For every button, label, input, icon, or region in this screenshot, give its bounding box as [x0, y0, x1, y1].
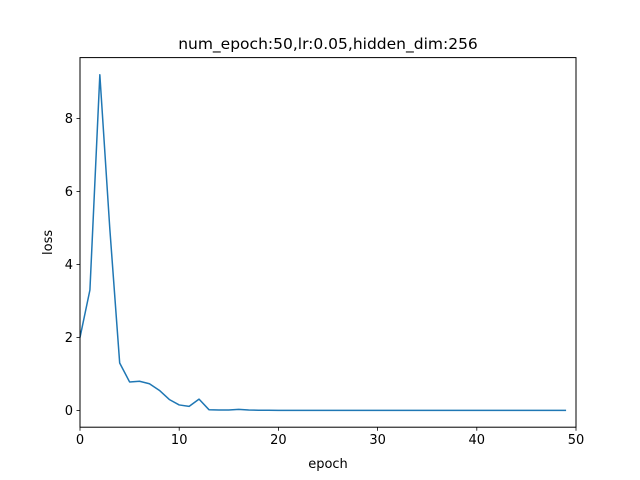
- x-axis-ticks: 0 10 20 30 40 50: [76, 427, 584, 448]
- x-tick-label: 40: [469, 433, 486, 448]
- x-tick-label: 0: [76, 433, 84, 448]
- y-axis-ticks: 0 2 4 6 8: [65, 112, 80, 419]
- x-tick-label: 30: [369, 433, 386, 448]
- x-tick-label: 10: [171, 433, 188, 448]
- x-axis-label: epoch: [308, 457, 348, 472]
- x-tick-label: 50: [568, 433, 585, 448]
- x-tick-label: 20: [270, 433, 287, 448]
- y-tick-label: 0: [65, 404, 73, 419]
- y-tick-label: 8: [65, 112, 73, 127]
- y-tick-label: 2: [65, 331, 73, 346]
- plot-frame: [79, 57, 577, 428]
- y-axis-label: loss: [41, 230, 56, 255]
- chart-title: num_epoch:50,lr:0.05,hidden_dim:256: [178, 35, 478, 54]
- series-line-0: [79, 74, 567, 412]
- y-tick-label: 4: [65, 258, 73, 273]
- plot-area: [79, 74, 567, 412]
- y-tick-label: 6: [65, 185, 73, 200]
